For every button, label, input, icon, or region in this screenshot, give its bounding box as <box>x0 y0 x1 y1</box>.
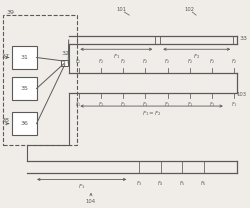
Bar <box>61 60 68 66</box>
Text: $F_1$: $F_1$ <box>142 100 149 109</box>
Text: 31: 31 <box>20 55 28 60</box>
Text: 103: 103 <box>237 92 247 97</box>
Text: $F_3$: $F_3$ <box>136 180 142 188</box>
Text: 101: 101 <box>117 7 127 12</box>
Text: $F_1$: $F_1$ <box>75 100 82 109</box>
Text: 35: 35 <box>20 86 28 91</box>
Text: 104: 104 <box>86 199 96 204</box>
Text: $F_1$: $F_1$ <box>98 100 104 109</box>
Text: $F_1$: $F_1$ <box>113 52 120 61</box>
Text: 39: 39 <box>7 10 15 15</box>
Bar <box>12 112 36 135</box>
Text: 33: 33 <box>239 36 247 41</box>
Text: $F_4$: $F_4$ <box>157 180 164 188</box>
Bar <box>12 77 36 100</box>
Text: $F_1 = F_2$: $F_1 = F_2$ <box>142 109 162 118</box>
Text: 102: 102 <box>185 7 195 12</box>
Text: 32: 32 <box>61 51 69 57</box>
Text: 37: 37 <box>2 54 10 59</box>
Text: $F_2$: $F_2$ <box>164 57 171 66</box>
Text: $F_6$: $F_6$ <box>200 180 207 188</box>
Text: $F_1$: $F_1$ <box>231 100 238 109</box>
Bar <box>3 15 77 145</box>
Text: $F_1$: $F_1$ <box>186 100 193 109</box>
Text: $F_5$: $F_5$ <box>179 180 186 188</box>
Text: $F_2$: $F_2$ <box>193 52 200 61</box>
Text: $F_1$: $F_1$ <box>164 100 171 109</box>
Text: 38: 38 <box>2 118 9 123</box>
Text: $F_2$: $F_2$ <box>186 57 193 66</box>
Bar <box>12 46 36 69</box>
Text: $F_2$: $F_2$ <box>75 57 82 66</box>
Text: $F_1$: $F_1$ <box>120 100 126 109</box>
Text: $F_1$: $F_1$ <box>209 100 216 109</box>
Text: $F_2$: $F_2$ <box>98 57 104 66</box>
Text: $F_2$: $F_2$ <box>209 57 216 66</box>
Text: $F_2$: $F_2$ <box>231 57 238 66</box>
Text: $F_2$: $F_2$ <box>142 57 149 66</box>
Text: 36: 36 <box>20 121 28 126</box>
Text: $F_2$: $F_2$ <box>120 57 126 66</box>
Text: $F_1$: $F_1$ <box>78 182 85 191</box>
